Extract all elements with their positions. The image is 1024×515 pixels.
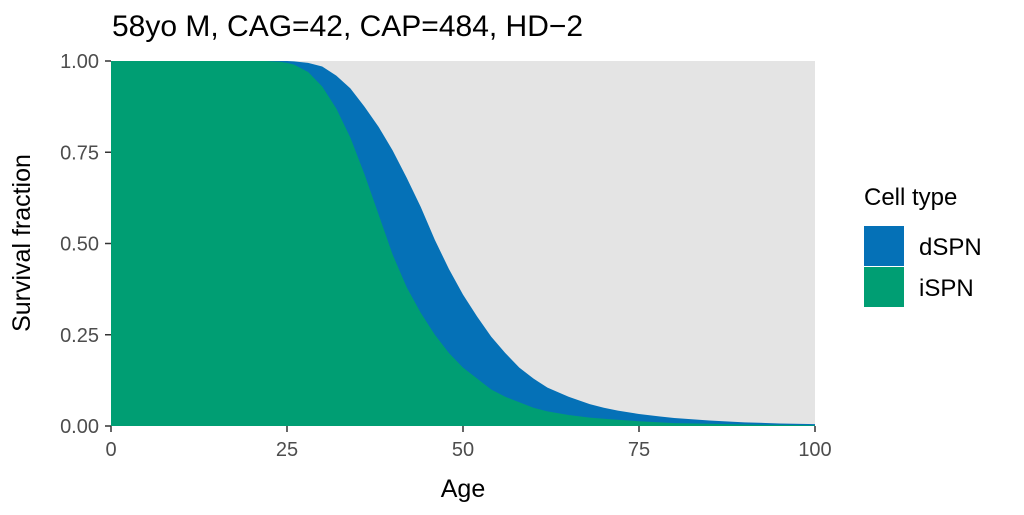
y-tick-label: 0.00 xyxy=(60,416,99,438)
x-axis-title: Age xyxy=(441,475,485,503)
y-tick-label: 0.75 xyxy=(60,142,99,164)
chart-title: 58yo M, CAG=42, CAP=484, HD−2 xyxy=(112,10,583,43)
x-tick-label: 100 xyxy=(798,439,831,461)
legend-label-dspn: dSPN xyxy=(919,234,982,261)
y-axis: 0.00 0.25 0.50 0.75 1.00 xyxy=(60,51,111,438)
y-axis-title: Survival fraction xyxy=(8,154,36,332)
x-axis: 0 25 50 75 100 xyxy=(105,426,832,461)
x-tick-label: 50 xyxy=(452,439,474,461)
legend-items: dSPN iSPN xyxy=(864,226,982,307)
legend-key-dspn xyxy=(864,226,904,266)
y-tick-label: 0.25 xyxy=(60,325,99,347)
x-tick-label: 25 xyxy=(276,439,298,461)
x-tick-label: 75 xyxy=(628,439,650,461)
x-tick-label: 0 xyxy=(105,439,116,461)
area-ispn xyxy=(111,61,815,426)
legend-label-ispn: iSPN xyxy=(919,275,974,302)
area-series-group xyxy=(111,61,815,426)
y-tick-label: 0.50 xyxy=(60,234,99,256)
legend: Cell type dSPN iSPN xyxy=(864,184,982,307)
legend-title: Cell type xyxy=(864,184,957,211)
y-tick-label: 1.00 xyxy=(60,51,99,73)
legend-key-ispn xyxy=(864,267,904,307)
